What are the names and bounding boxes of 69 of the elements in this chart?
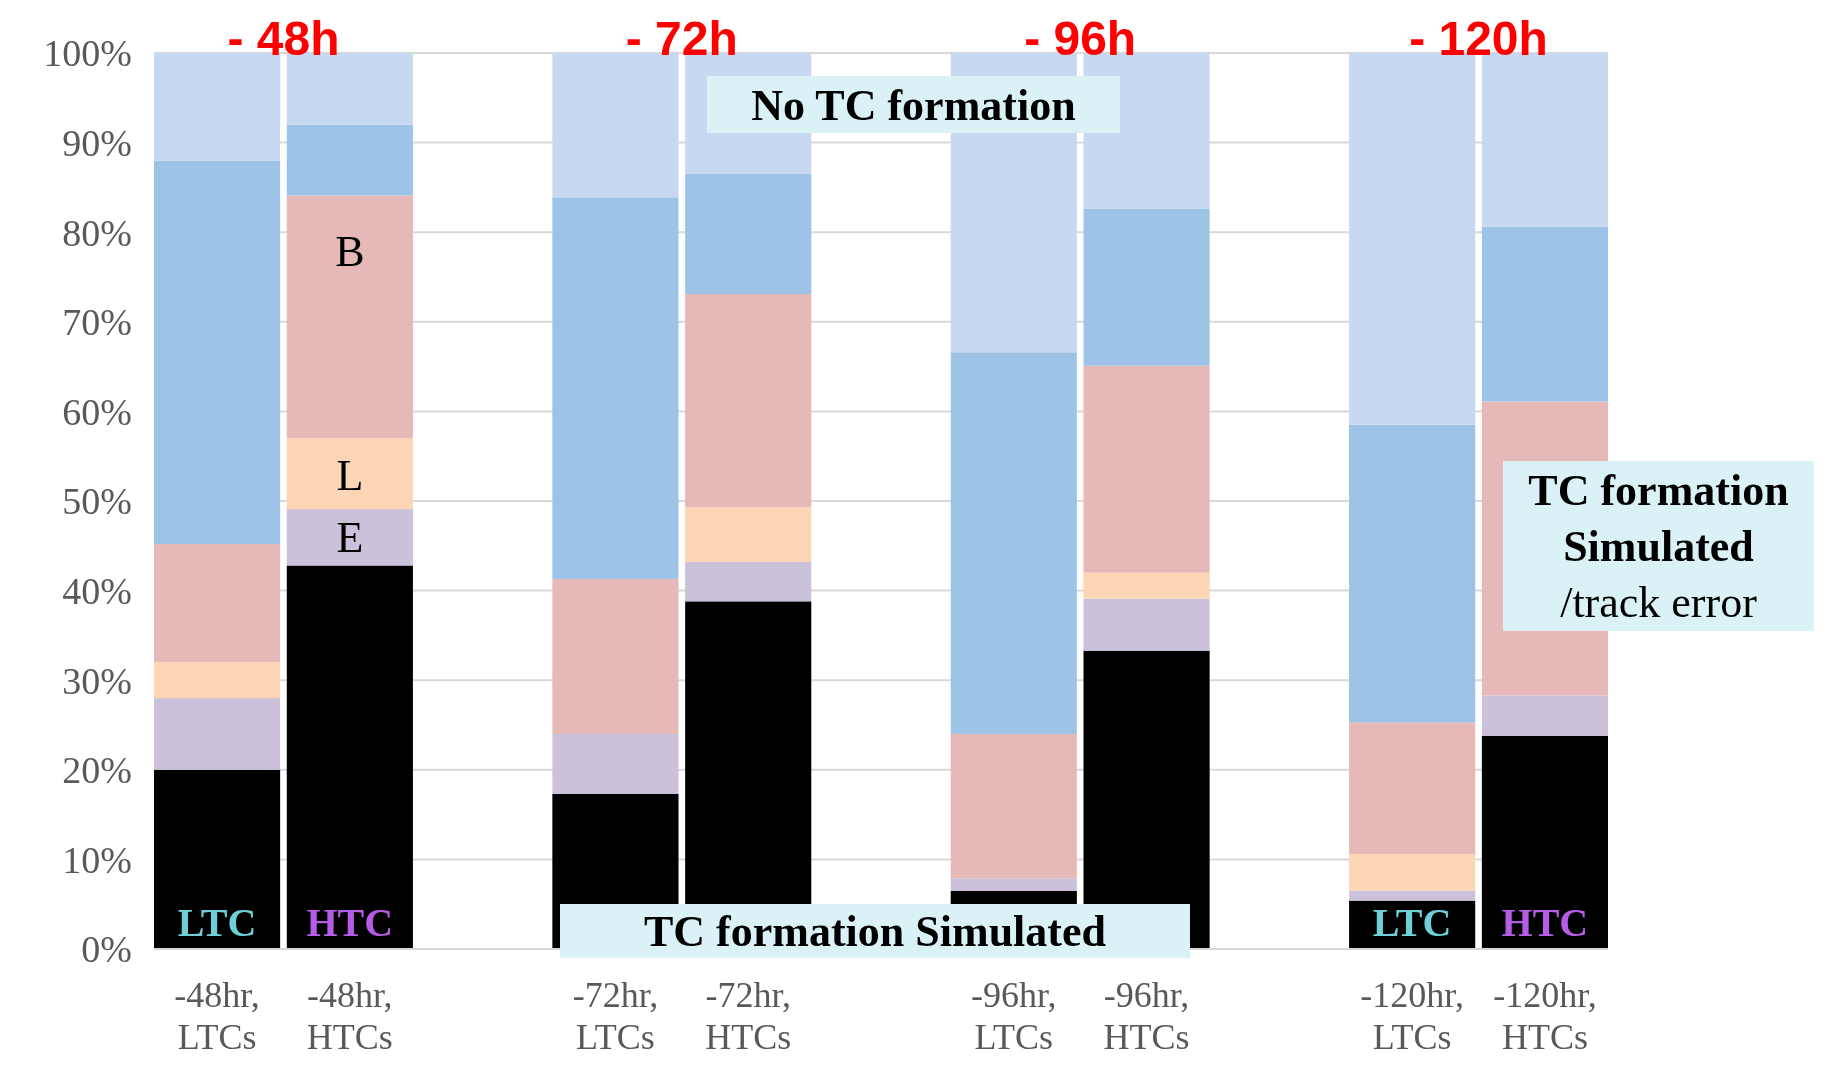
bar	[950, 352, 1077, 734]
bar	[552, 53, 679, 198]
bar	[1349, 890, 1476, 901]
y-tick-label: 90%	[62, 121, 132, 164]
bar	[154, 662, 281, 699]
bar	[286, 195, 413, 439]
annotation: LTC	[1372, 900, 1452, 946]
bar	[1083, 365, 1210, 573]
bar	[154, 53, 281, 161]
bar	[286, 565, 413, 949]
bar	[1083, 572, 1210, 599]
bar	[1349, 722, 1476, 855]
y-tick-label: 70%	[62, 301, 132, 344]
y-tick-label: 10%	[62, 838, 132, 881]
bar	[286, 53, 413, 125]
y-tick-label: 60%	[62, 390, 132, 433]
x-tick-label: -72hr, HTCs	[705, 975, 792, 1057]
bar	[685, 294, 812, 508]
bar	[950, 733, 1077, 879]
x-tick-label: -96hr, HTCs	[1103, 975, 1190, 1057]
annotation: B	[335, 226, 365, 276]
bar	[286, 438, 413, 510]
x-tick-label: -96hr, LTCs	[971, 975, 1057, 1057]
bar	[1349, 854, 1476, 891]
y-tick-label: 20%	[62, 749, 132, 792]
annotation: HTC	[1501, 900, 1589, 946]
annotation: TC formation Simulated	[644, 907, 1106, 957]
bar	[685, 173, 812, 295]
bar	[154, 698, 281, 770]
bar	[154, 544, 281, 663]
annotation: - 120h	[1409, 11, 1548, 65]
x-tick-label: -72hr, LTCs	[572, 975, 659, 1057]
bar	[1083, 598, 1210, 651]
bar	[1349, 53, 1476, 425]
bar	[1481, 53, 1608, 227]
annotation: - 48h	[227, 11, 340, 65]
bar	[154, 160, 281, 545]
bar	[286, 124, 413, 196]
x-tick-label: -120hr, LTCs	[1360, 975, 1464, 1057]
bar	[1481, 695, 1608, 736]
y-tick-label: 50%	[62, 480, 132, 523]
bar	[1083, 208, 1210, 366]
bar	[154, 769, 281, 949]
annotation: TC formation Simulated /track error	[1528, 466, 1789, 628]
y-tick-label: 100%	[43, 32, 132, 75]
x-tick-label: -48hr, HTCs	[306, 975, 393, 1057]
annotation: No TC formation	[751, 80, 1076, 130]
x-tick-label: -120hr, HTCs	[1493, 975, 1597, 1057]
bar	[1349, 424, 1476, 723]
bar	[1481, 735, 1608, 949]
annotation: - 96h	[1024, 11, 1137, 65]
annotation: LTC	[177, 900, 257, 946]
annotation: - 72h	[625, 11, 738, 65]
bar	[552, 197, 679, 579]
bar	[552, 733, 679, 794]
annotation: L	[336, 450, 364, 500]
bar	[685, 561, 812, 602]
annotation: E	[336, 513, 364, 563]
bar	[1481, 226, 1608, 402]
y-tick-label: 40%	[62, 569, 132, 612]
bar	[950, 878, 1077, 891]
y-tick-label: 80%	[62, 211, 132, 254]
bar	[685, 507, 812, 562]
bar	[552, 578, 679, 734]
annotation: HTC	[306, 900, 394, 946]
x-tick-label: -48hr, LTCs	[174, 975, 260, 1057]
bar	[286, 509, 413, 566]
y-tick-label: 30%	[62, 659, 132, 702]
y-tick-label: 0%	[81, 928, 132, 971]
